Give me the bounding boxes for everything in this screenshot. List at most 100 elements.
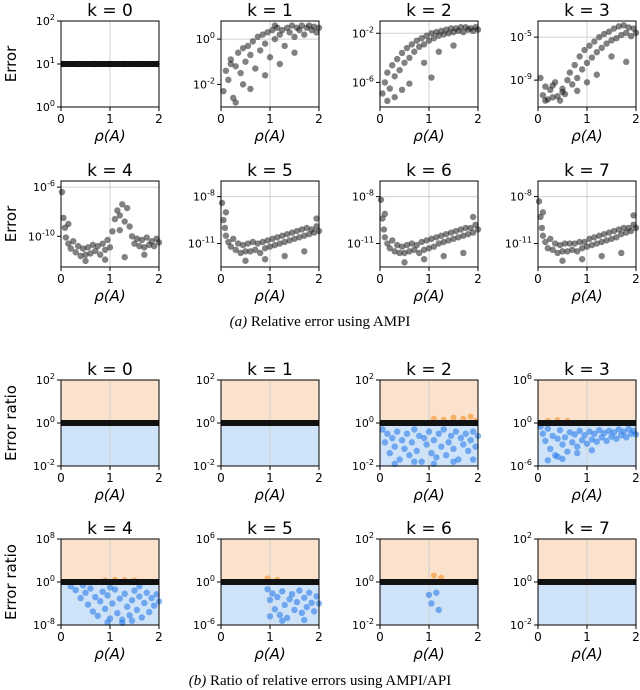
scatter-point xyxy=(141,251,148,258)
caption-a-text: Relative error using AMPI xyxy=(250,314,411,330)
scatter-point xyxy=(92,247,99,255)
y-tick-base: 10 xyxy=(352,27,366,40)
scatter-point xyxy=(82,251,89,258)
scatter-point xyxy=(393,428,401,435)
scatter-point xyxy=(583,59,591,67)
scatter-point xyxy=(252,65,259,72)
scatter-point xyxy=(150,242,158,250)
scatter-point xyxy=(593,438,600,445)
scatter-point xyxy=(101,256,109,263)
scatter-point xyxy=(65,240,72,247)
scatter-point xyxy=(544,457,551,464)
scatter-point xyxy=(60,214,67,222)
scatter-point xyxy=(293,598,301,606)
scatter-point xyxy=(593,71,600,78)
scatter-point xyxy=(249,238,257,246)
y-tick-exponent: -6 xyxy=(524,458,532,467)
scatter-point xyxy=(435,48,442,55)
y-tick-label: 10-2 xyxy=(352,25,374,40)
panel-title: k = 6 xyxy=(406,161,452,181)
x-tick-label: 0 xyxy=(376,471,384,485)
x-axis-label: ρ(A) xyxy=(254,645,286,663)
scatter-point xyxy=(264,29,271,36)
scatter-point xyxy=(542,83,549,90)
x-tick-label: 0 xyxy=(57,272,65,286)
y-tick-label: 102 xyxy=(355,531,374,546)
x-axis-label: ρ(A) xyxy=(413,287,445,305)
scatter-point xyxy=(401,445,408,452)
x-axis-label: ρ(A) xyxy=(94,486,126,504)
x-axis-label: ρ(A) xyxy=(571,287,603,305)
scatter-point xyxy=(561,434,569,441)
scatter-point xyxy=(452,428,460,435)
scatter-point xyxy=(564,76,571,84)
scatter-point-overlap xyxy=(467,413,474,420)
scatter-point xyxy=(222,209,230,216)
scatter-point xyxy=(225,238,232,246)
scatter-point xyxy=(123,603,131,610)
scatter-point xyxy=(472,221,479,228)
scatter-point xyxy=(261,245,269,252)
x-tick-label: 0 xyxy=(57,112,65,126)
x-tick-label: 2 xyxy=(632,471,640,485)
y-tick-label: 10-8 xyxy=(352,189,374,204)
scatter-point xyxy=(418,238,425,246)
scatter-point xyxy=(608,53,615,60)
scatter-point xyxy=(440,238,447,246)
x-tick-label: 2 xyxy=(632,630,640,644)
y-tick-base: 10 xyxy=(510,619,524,632)
scatter-point xyxy=(596,33,603,41)
y-tick-base: 10 xyxy=(513,417,527,430)
scatter-point xyxy=(465,230,472,238)
y-tick-label: 10-8 xyxy=(193,189,215,204)
y-tick-label: 10-11 xyxy=(505,236,532,251)
y-tick-label: 102 xyxy=(36,13,55,28)
scatter-point xyxy=(386,85,393,92)
scatter-point xyxy=(313,223,320,230)
scatter-point xyxy=(460,441,467,448)
y-tick-label: 100 xyxy=(196,415,215,430)
scatter-point xyxy=(232,99,239,106)
scatter-point xyxy=(430,460,438,468)
scatter-point xyxy=(279,617,286,624)
scatter-point xyxy=(613,35,620,42)
y-tick-label: 10-2 xyxy=(33,458,55,473)
y-tick-base: 10 xyxy=(513,533,527,546)
scatter-point xyxy=(610,429,618,436)
x-tick-label: 2 xyxy=(474,272,482,286)
scatter-point xyxy=(574,248,581,255)
scatter-point xyxy=(613,234,620,241)
scatter-point xyxy=(291,235,298,243)
panel-title: k = 4 xyxy=(87,161,133,181)
scatter-point xyxy=(377,196,385,203)
scatter-point xyxy=(148,594,155,602)
x-tick-label: 2 xyxy=(474,471,482,485)
scatter-point xyxy=(279,232,286,239)
scatter-point xyxy=(119,619,126,627)
scatter-point xyxy=(416,432,423,440)
y-tick-label: 101 xyxy=(36,56,55,71)
panel-title: k = 6 xyxy=(406,519,452,539)
x-tick-label: 2 xyxy=(474,112,482,126)
scatter-point xyxy=(556,426,564,434)
y-tick-label: 10-6 xyxy=(510,458,532,473)
scatter-point xyxy=(425,37,433,44)
scatter-point xyxy=(303,603,310,611)
y-tick-base: 10 xyxy=(510,191,524,204)
scatter-point xyxy=(67,245,75,252)
panel-title: k = 4 xyxy=(87,519,133,539)
scatter-point xyxy=(569,81,576,88)
scatter-point xyxy=(218,199,226,207)
scatter-point xyxy=(625,425,632,432)
scatter-point xyxy=(559,441,566,448)
y-tick-base: 10 xyxy=(36,533,50,546)
scatter-point xyxy=(261,40,269,47)
scatter-point xyxy=(131,240,138,247)
scatter-point xyxy=(281,601,288,609)
scatter-point xyxy=(301,31,308,38)
scatter-point xyxy=(539,430,547,437)
scatter-point xyxy=(418,458,425,465)
